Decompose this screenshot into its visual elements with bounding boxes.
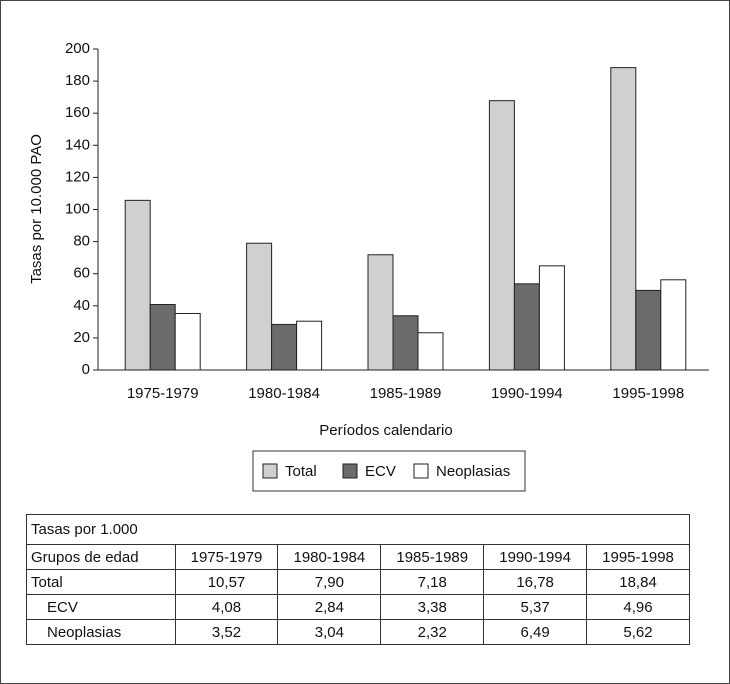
chart: Tasas por 10.000 PAO Períodos calendario…: [28, 40, 709, 492]
table-row: Neoplasias 3,52 3,04 2,32 6,49 5,62: [26, 619, 690, 645]
table-cell: 5,37: [483, 594, 588, 620]
table-cell: 1985-1989: [380, 544, 485, 570]
table-cell: 3,04: [277, 619, 382, 645]
table-header: Grupos de edad 1975-1979 1980-1984 1985-198…: [26, 544, 690, 570]
table-cell: Grupos de edad: [26, 544, 176, 570]
legend-swatch: [262, 463, 278, 479]
table-row: Total 10,57 7,90 7,18 16,78 18,84: [26, 569, 690, 595]
table-title: Tasas por 1.000: [26, 514, 690, 545]
y-tick-label: 200: [65, 40, 90, 57]
table-cell: 4,96: [586, 594, 690, 620]
table-cell: 1975-1979: [174, 544, 279, 570]
bar: [635, 289, 662, 371]
table-cell: 18,84: [586, 569, 690, 595]
bar: [124, 199, 151, 371]
bar: [610, 67, 637, 371]
table-cell: 1990-1994: [483, 544, 588, 570]
y-axis-label: Tasas por 10.000 PAO: [28, 134, 45, 284]
bar: [149, 304, 176, 371]
legend-swatch: [413, 463, 429, 479]
table-row: ECV 4,08 2,84 3,38 5,37 4,96: [26, 594, 690, 620]
table-cell: 3,52: [174, 619, 279, 645]
bar: [296, 320, 323, 371]
x-tick-label: 1990-1994: [491, 385, 563, 402]
legend-swatch: [342, 463, 358, 479]
bar: [660, 279, 687, 371]
table-cell: Total: [26, 569, 176, 595]
table-cell: Neoplasias: [26, 619, 176, 645]
y-tick-label: 20: [73, 329, 90, 346]
y-tick-label: 120: [65, 168, 90, 185]
legend-label: Total: [285, 463, 317, 480]
x-tick-label: 1975-1979: [127, 385, 199, 402]
y-tick-label: 140: [65, 136, 90, 153]
table-cell: 4,08: [174, 594, 279, 620]
x-tick-label: 1995-1998: [612, 385, 684, 402]
x-tick-label: 1980-1984: [248, 385, 320, 402]
x-tick-label: 1985-1989: [370, 385, 442, 402]
x-axis-label: Períodos calendario: [319, 422, 452, 439]
bar: [392, 315, 419, 371]
y-tick-label: 80: [73, 233, 90, 250]
table-cell: 7,18: [380, 569, 485, 595]
bar: [367, 254, 394, 371]
y-tick-label: 0: [82, 361, 90, 378]
bar: [271, 323, 298, 371]
legend-box: [252, 450, 526, 492]
table-cell: 6,49: [483, 619, 588, 645]
y-tick-label: 180: [65, 72, 90, 89]
bar: [488, 100, 515, 371]
y-tick-label: 160: [65, 104, 90, 121]
bar: [538, 265, 565, 371]
y-tick-label: 40: [73, 297, 90, 314]
bar: [417, 332, 444, 371]
bar: [246, 242, 273, 371]
table-cell: ECV: [26, 594, 176, 620]
table-cell: 10,57: [174, 569, 279, 595]
table-cell: 7,90: [277, 569, 382, 595]
table-cell: 2,84: [277, 594, 382, 620]
data-table: Tasas por 1.000 Grupos de edad 1975-1979 1…: [26, 514, 690, 645]
table-cell: 3,38: [380, 594, 485, 620]
table-cell: 1980-1984: [277, 544, 382, 570]
table-cell: 2,32: [380, 619, 485, 645]
legend-label: Neoplasias: [436, 463, 510, 480]
table-cell: 5,62: [586, 619, 690, 645]
bar: [513, 283, 540, 371]
table-cell: 1995-1998: [586, 544, 690, 570]
y-tick-label: 100: [65, 200, 90, 217]
legend-label: ECV: [365, 463, 396, 480]
bar: [174, 313, 201, 371]
y-tick-label: 60: [73, 265, 90, 282]
table-cell: 16,78: [483, 569, 588, 595]
